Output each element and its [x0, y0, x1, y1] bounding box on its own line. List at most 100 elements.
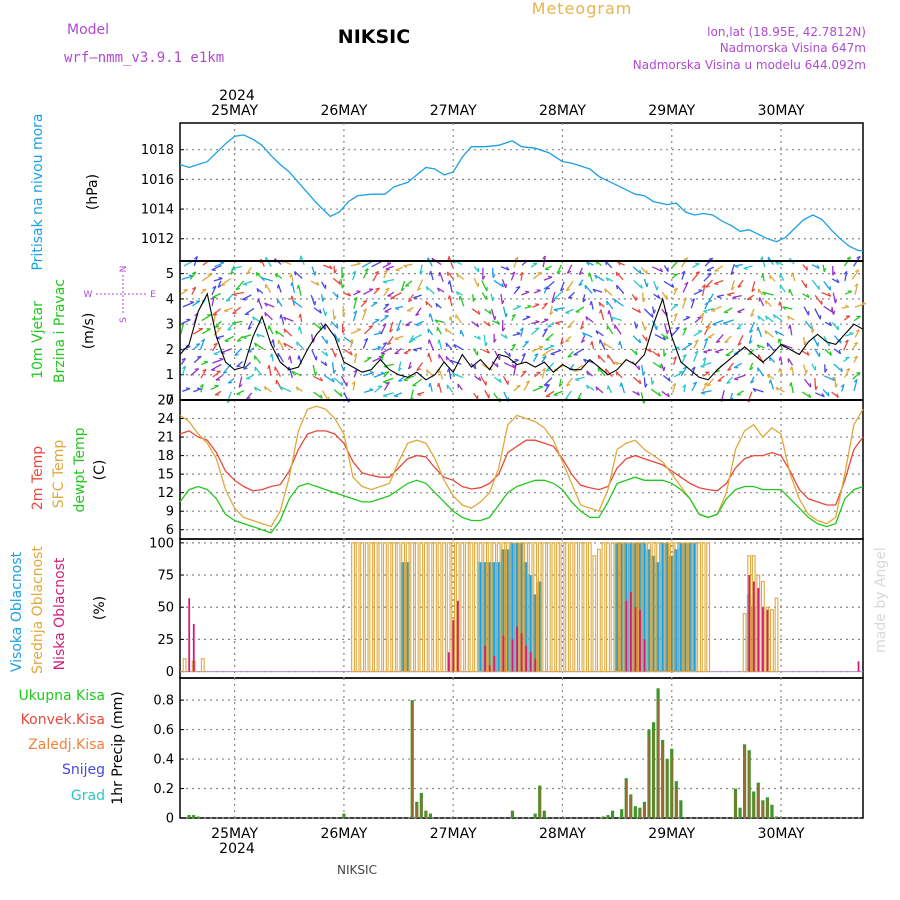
- mid-cloud-bar: [423, 542, 428, 673]
- wind-barb: [556, 264, 562, 274]
- wind-barb: [372, 271, 380, 282]
- wind-barb-head: [723, 322, 728, 325]
- mid-cloud-bar: [556, 542, 560, 673]
- day-label-top: 30MAY: [758, 103, 805, 119]
- wind-barb: [567, 291, 576, 299]
- wind-barb: [641, 321, 646, 331]
- wind-barb-head: [428, 270, 432, 276]
- wind-barb-head: [478, 376, 482, 382]
- wind-barb-head: [340, 381, 344, 386]
- wind-barb-head: [544, 383, 549, 387]
- wind-barb-head: [682, 353, 687, 358]
- y-tick-label: 0.2: [153, 782, 174, 797]
- wind-barb: [246, 266, 252, 275]
- wind-barb: [427, 328, 434, 336]
- wind-barb-head: [343, 366, 346, 371]
- wind-barb-head: [375, 287, 380, 290]
- total-rain-bar: [774, 816, 779, 818]
- wind-barb: [737, 308, 745, 313]
- wind-barb-head: [748, 340, 753, 344]
- legend-frozen-rain: Zaledj.Kisa: [28, 737, 105, 753]
- wind-barb-head: [827, 292, 832, 297]
- wind-barb-head: [336, 324, 339, 329]
- wind-barb-head: [351, 380, 356, 385]
- wind-barb-head: [235, 287, 241, 291]
- wind-barb-head: [400, 287, 405, 292]
- wind-barb: [680, 257, 689, 268]
- wind-barb: [586, 384, 595, 391]
- wind-barb: [722, 319, 734, 325]
- coords-text: lon,lat (18.95E, 42.7812N): [707, 25, 866, 39]
- mid-cloud-bar: [601, 542, 606, 673]
- wind-barb: [565, 308, 574, 314]
- wind-barb-head: [254, 342, 257, 347]
- wind-barb: [244, 307, 255, 315]
- wind-barb: [403, 375, 415, 381]
- wind-barb: [361, 260, 373, 268]
- wind-barb-head: [671, 283, 675, 288]
- wind-barb: [373, 346, 382, 351]
- wind-barb: [631, 307, 641, 314]
- wind-barb-head: [382, 341, 387, 345]
- wind-barb-head: [362, 300, 368, 303]
- conv-rain-bar: [748, 753, 751, 818]
- y-tick-label: 2: [166, 343, 174, 358]
- wind-barb-head: [263, 386, 267, 391]
- wind-barb: [575, 306, 585, 313]
- wind-barb: [264, 312, 273, 321]
- wind-barb-head: [838, 349, 842, 354]
- wind-barb: [265, 283, 272, 293]
- mid-cloud-bar: [656, 542, 661, 673]
- mid-cloud-bar: [537, 542, 542, 673]
- wind-barb-head: [708, 299, 713, 303]
- wind-barb: [400, 280, 406, 292]
- wind-barb-head: [668, 377, 671, 382]
- wind-barb: [802, 293, 810, 299]
- wind-barb: [513, 256, 519, 268]
- pressure-panel: [179, 122, 864, 262]
- wind-barb-head: [525, 380, 530, 384]
- wind-barb-head: [353, 296, 358, 301]
- wind-barb-head: [635, 324, 639, 329]
- mid-cloud-bar: [428, 542, 433, 673]
- wind-barb-head: [806, 293, 810, 298]
- wind-barb-head: [269, 353, 273, 358]
- wind-barb-head: [692, 381, 697, 385]
- wind-barb-head: [213, 342, 218, 346]
- total-rain-bar: [428, 813, 433, 818]
- low-cloud-bar: [516, 626, 518, 672]
- wind-barb: [700, 390, 712, 394]
- wind-barb-head: [342, 329, 346, 334]
- wind-barb: [232, 306, 242, 314]
- wind-barb: [831, 278, 840, 284]
- wind-barb-head: [181, 357, 186, 361]
- wind-barb: [283, 328, 293, 337]
- wind-barb: [292, 299, 303, 308]
- wind-panel: [179, 260, 864, 401]
- wind-barb-head: [199, 383, 204, 388]
- wind-barb-head: [663, 366, 666, 372]
- wind-barb-head: [349, 351, 353, 356]
- wind-barb-head: [290, 295, 293, 300]
- wind-barb: [397, 361, 402, 371]
- wind-barb: [736, 390, 744, 396]
- wind-barb-head: [712, 323, 717, 326]
- wind-barb: [707, 293, 714, 303]
- wind-barb-head: [256, 298, 259, 303]
- high-cloud-bar: [528, 575, 533, 672]
- wind-barb: [641, 364, 644, 376]
- wind-barb-head: [492, 296, 495, 302]
- wind-barb: [789, 324, 793, 336]
- wind-barb: [247, 320, 253, 330]
- compass-icon: N S W E: [84, 266, 157, 323]
- wind-barb: [416, 279, 424, 291]
- high-cloud-bar: [674, 549, 679, 672]
- cloud-unit: (%): [92, 596, 108, 620]
- wind-barb: [500, 266, 510, 271]
- wind-barb-head: [353, 310, 358, 314]
- wind-barb-head: [425, 286, 429, 291]
- low-cloud-bar: [762, 607, 764, 672]
- wind-barb-head: [545, 369, 551, 372]
- wind-barb: [242, 294, 252, 301]
- wind-barb-head: [705, 285, 710, 288]
